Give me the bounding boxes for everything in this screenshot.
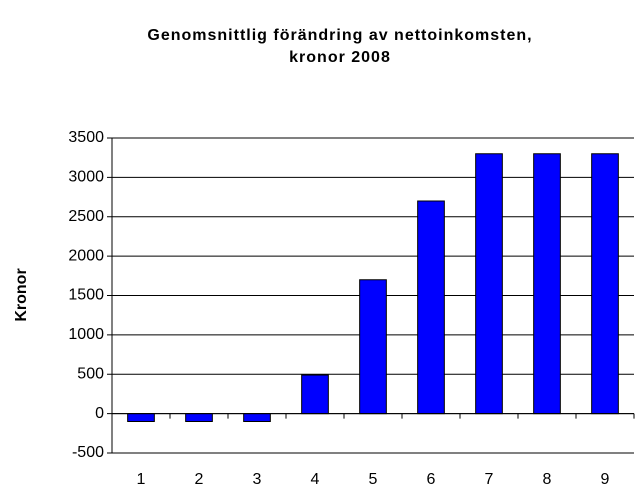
y-tick-label: 0: [95, 405, 104, 422]
bar: [533, 153, 561, 415]
y-tick-label: 2500: [68, 208, 104, 225]
x-tick-label: 2: [195, 471, 204, 488]
bar: [591, 153, 619, 415]
x-tick-label: 5: [369, 471, 378, 488]
bar: [301, 374, 329, 415]
bar: [127, 413, 155, 422]
bar: [475, 153, 503, 415]
bar: [417, 200, 445, 415]
y-axis-title: Kronor: [13, 268, 30, 321]
y-tick-label: 3000: [68, 169, 104, 186]
x-tick-label: 3: [253, 471, 262, 488]
x-tick-label: 6: [427, 471, 436, 488]
y-tick-label: 3500: [68, 129, 104, 146]
y-tick-label: 1000: [68, 326, 104, 343]
x-tick-label: 1: [137, 471, 146, 488]
x-tick-label: 8: [543, 471, 552, 488]
chart-title: Genomsnittlig förändring av nettoinkomst…: [147, 27, 532, 44]
bar: [243, 413, 271, 422]
chart-title: kronor 2008: [289, 49, 391, 66]
x-tick-label: 7: [485, 471, 494, 488]
x-tick-label: 9: [601, 471, 610, 488]
y-tick-label: 2000: [68, 247, 104, 264]
y-tick-label: 1500: [68, 287, 104, 304]
y-tick-label: 500: [77, 365, 104, 382]
bar: [359, 279, 387, 415]
y-tick-label: -500: [72, 444, 104, 461]
bar: [185, 413, 213, 422]
x-tick-label: 4: [311, 471, 320, 488]
